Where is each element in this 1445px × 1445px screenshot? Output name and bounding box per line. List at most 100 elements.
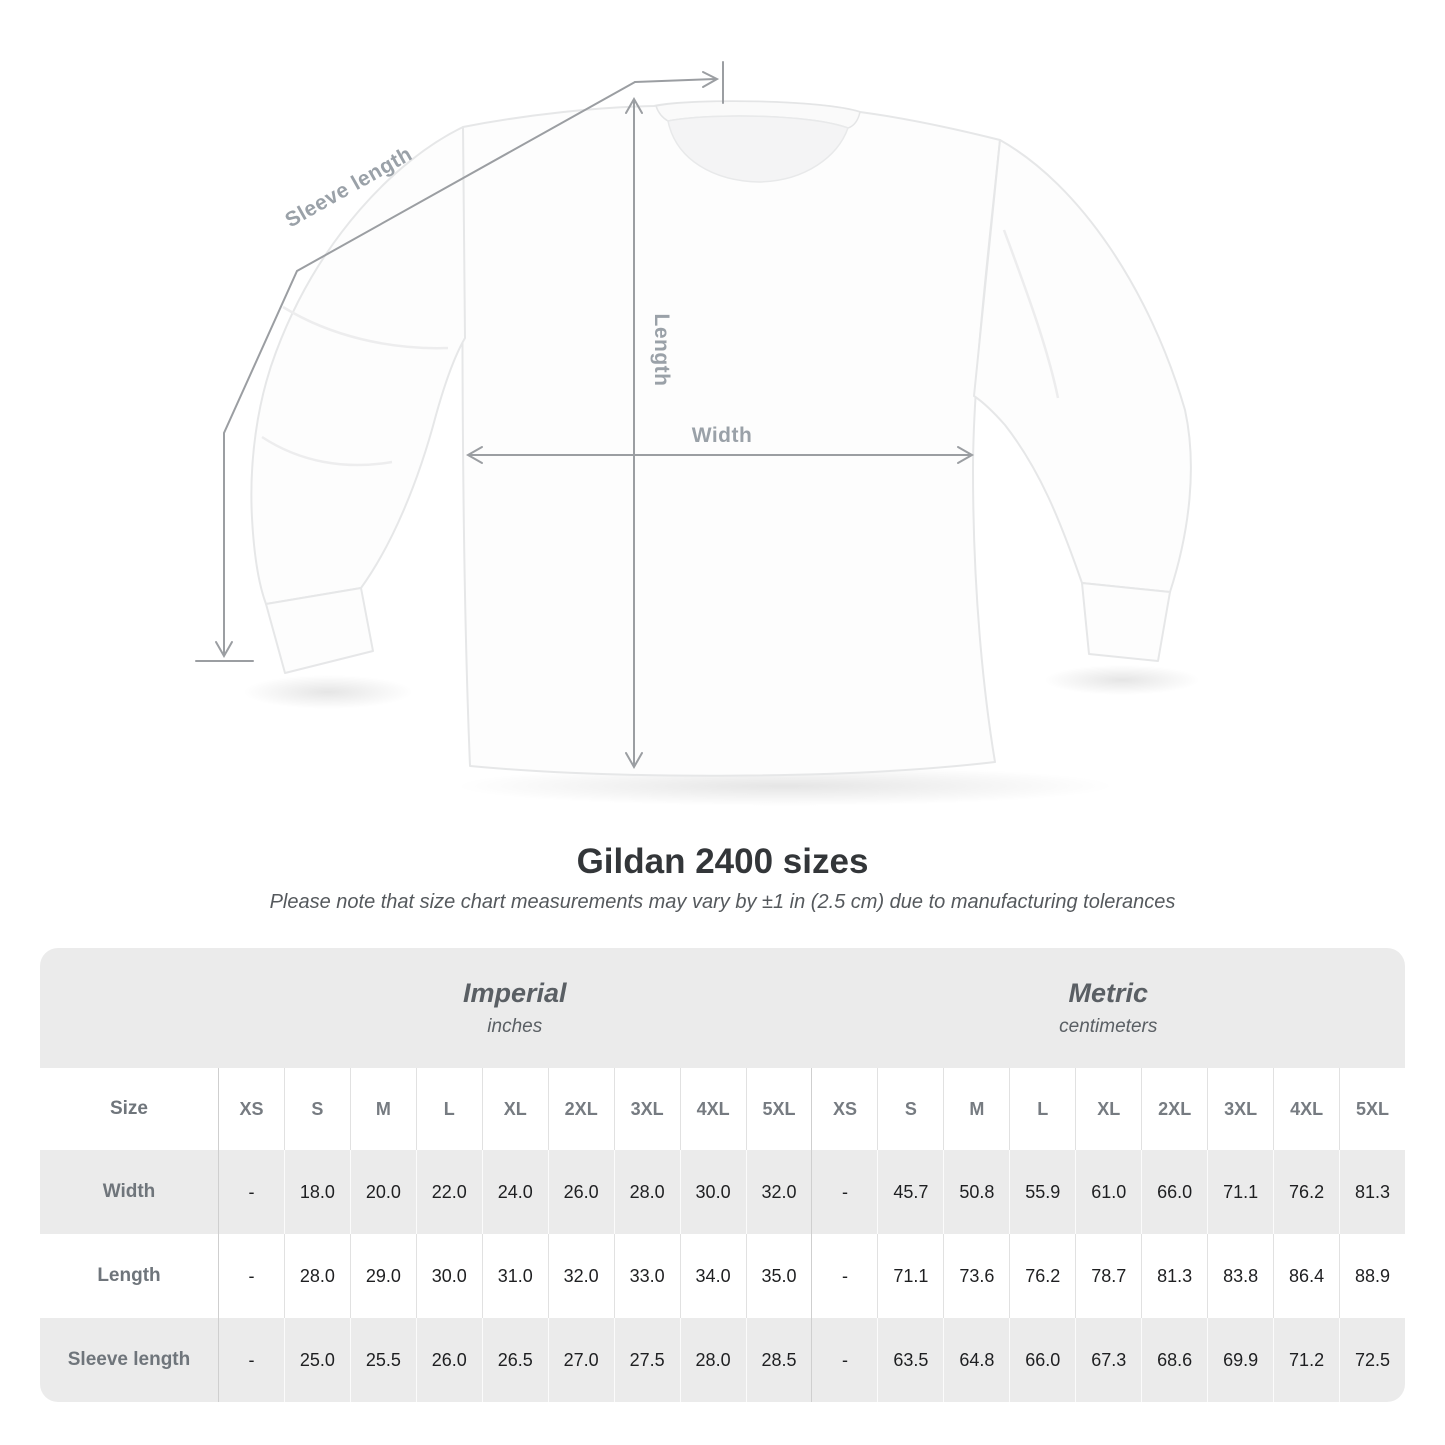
- size-header-cell: S: [283, 1068, 350, 1150]
- row-label: Width: [102, 1181, 156, 1202]
- size-value-cell: -: [218, 1150, 284, 1234]
- size-value-cell: 25.0: [283, 1318, 350, 1402]
- shirt-collar-opening: [667, 115, 849, 183]
- size-value-cell: 63.5: [877, 1318, 943, 1402]
- size-value-cell: 28.0: [679, 1318, 746, 1402]
- row-label: Sleeve length: [67, 1349, 191, 1370]
- size-header-cell: 5XL: [1339, 1068, 1405, 1150]
- size-value-cell: 71.1: [877, 1234, 943, 1318]
- unit-group-unit: inches: [487, 1016, 543, 1037]
- size-header-cell: 3XL: [1207, 1068, 1273, 1150]
- heading-block: Gildan 2400 sizes Please note that size …: [0, 842, 1445, 914]
- size-value-cell: 34.0: [679, 1234, 746, 1318]
- size-value-cell: 24.0: [481, 1150, 548, 1234]
- size-value-cell: 26.5: [481, 1318, 548, 1402]
- row-label: Length: [97, 1265, 161, 1286]
- shirt-right-cuff: [1081, 582, 1171, 662]
- size-value-cell: 27.0: [547, 1318, 614, 1402]
- size-header-cell: M: [349, 1068, 416, 1150]
- unit-group-metric: Metric centimeters: [812, 948, 1406, 1068]
- size-header-cell: S: [877, 1068, 943, 1150]
- size-chart-table: Imperial inches Metric centimeters Size …: [40, 948, 1405, 1402]
- shirt-shadows: [243, 665, 1200, 806]
- size-value-cell: 50.8: [943, 1150, 1009, 1234]
- size-value-cell: 69.9: [1207, 1318, 1273, 1402]
- size-value-cell: 28.0: [613, 1150, 680, 1234]
- size-value-cell: 71.2: [1273, 1318, 1339, 1402]
- size-value-cell: 35.0: [745, 1234, 812, 1318]
- size-header-cell: 3XL: [613, 1068, 680, 1150]
- size-value-cell: 28.5: [745, 1318, 812, 1402]
- length-measure-line: [625, 96, 643, 770]
- size-value-cell: 25.5: [349, 1318, 416, 1402]
- size-value-cell: -: [218, 1234, 284, 1318]
- size-value-cell: 86.4: [1273, 1234, 1339, 1318]
- size-header-cell: XL: [481, 1068, 548, 1150]
- shirt-left-cuff: [265, 587, 374, 674]
- size-value-cell: 73.6: [943, 1234, 1009, 1318]
- size-value-cell: 30.0: [679, 1150, 746, 1234]
- size-header-cell: XS: [811, 1068, 877, 1150]
- size-value-cell: 78.7: [1075, 1234, 1141, 1318]
- size-value-cell: -: [218, 1318, 284, 1402]
- size-value-cell: 31.0: [481, 1234, 548, 1318]
- shirt-diagram-svg: Sleeve length Length Width: [195, 61, 1200, 806]
- size-value-cell: 28.0: [283, 1234, 350, 1318]
- page-title: Gildan 2400 sizes: [576, 842, 869, 881]
- size-value-cell: 29.0: [349, 1234, 416, 1318]
- size-value-cell: 68.6: [1141, 1318, 1207, 1402]
- size-value-cell: 32.0: [547, 1234, 614, 1318]
- size-value-cell: 18.0: [283, 1150, 350, 1234]
- shirt-measurement-diagram: Sleeve length Length Width: [195, 61, 1200, 806]
- size-column-header: Size: [109, 1098, 149, 1119]
- size-value-cell: 67.3: [1075, 1318, 1141, 1402]
- size-value-cell: 66.0: [1141, 1150, 1207, 1234]
- size-header-cell: M: [943, 1068, 1009, 1150]
- unit-group-unit: centimeters: [1059, 1016, 1158, 1037]
- shirt-right-sleeve: [973, 139, 1192, 593]
- size-header-cell: 4XL: [1273, 1068, 1339, 1150]
- size-value-cell: 66.0: [1009, 1318, 1075, 1402]
- shirt-fold-lines: [261, 229, 1060, 467]
- size-value-cell: 71.1: [1207, 1150, 1273, 1234]
- size-header-cell: 5XL: [745, 1068, 812, 1150]
- size-value-cell: 81.3: [1141, 1234, 1207, 1318]
- size-value-cell: -: [811, 1318, 877, 1402]
- size-value-cell: 88.9: [1339, 1234, 1405, 1318]
- size-value-cell: 27.5: [613, 1318, 680, 1402]
- size-value-cell: 76.2: [1009, 1234, 1075, 1318]
- shirt-left-sleeve: [250, 126, 466, 605]
- size-value-cell: -: [811, 1150, 877, 1234]
- size-value-cell: 72.5: [1339, 1318, 1405, 1402]
- size-value-cell: 20.0: [349, 1150, 416, 1234]
- sleeve-length-measure-line: [195, 61, 724, 662]
- size-value-cell: -: [811, 1234, 877, 1318]
- width-label: Width: [692, 424, 753, 447]
- size-header-cell: L: [1009, 1068, 1075, 1150]
- unit-group-name: Imperial: [462, 978, 567, 1008]
- table-row-width: Width - 18.0 20.0 22.0 24.0 26.0 28.0 30…: [40, 1150, 1405, 1234]
- size-value-cell: 32.0: [745, 1150, 812, 1234]
- size-header-cell: 2XL: [1141, 1068, 1207, 1150]
- size-value-cell: 55.9: [1009, 1150, 1075, 1234]
- tolerance-note: Please note that size chart measurements…: [269, 891, 1176, 914]
- unit-group-imperial: Imperial inches: [218, 948, 812, 1068]
- size-header-cell: XS: [218, 1068, 284, 1150]
- unit-group-name: Metric: [1068, 978, 1149, 1008]
- size-value-cell: 83.8: [1207, 1234, 1273, 1318]
- width-measure-line: [465, 446, 975, 464]
- size-value-cell: 64.8: [943, 1318, 1009, 1402]
- size-header-cell: 4XL: [679, 1068, 746, 1150]
- table-row-sleeve-length: Sleeve length - 25.0 25.5 26.0 26.5 27.0…: [40, 1318, 1405, 1402]
- size-value-cell: 61.0: [1075, 1150, 1141, 1234]
- length-label: Length: [650, 314, 673, 387]
- size-value-cell: 45.7: [877, 1150, 943, 1234]
- unit-group-band: Imperial inches Metric centimeters: [40, 948, 1405, 1068]
- size-value-cell: 33.0: [613, 1234, 680, 1318]
- table-row-length: Length - 28.0 29.0 30.0 31.0 32.0 33.0 3…: [40, 1234, 1405, 1318]
- size-header-cell: XL: [1075, 1068, 1141, 1150]
- size-header-cell: L: [415, 1068, 482, 1150]
- size-value-cell: 81.3: [1339, 1150, 1405, 1234]
- size-header-row: Size XS S M L XL 2XL 3XL 4XL 5XL XS S M …: [40, 1068, 1405, 1150]
